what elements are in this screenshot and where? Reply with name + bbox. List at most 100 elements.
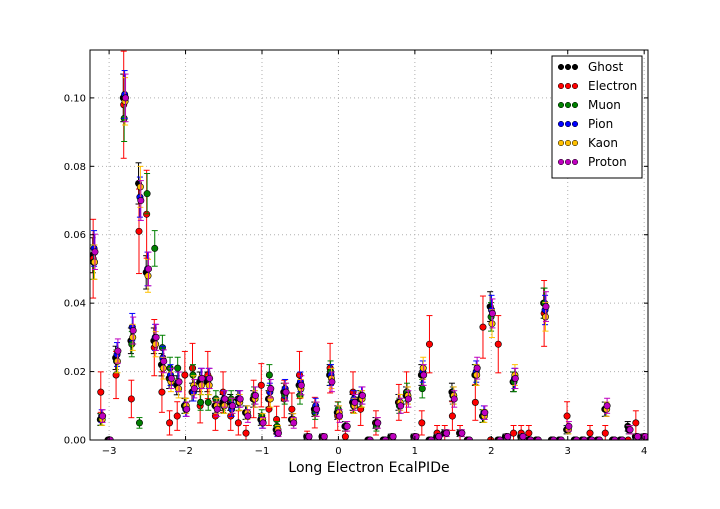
legend-label: Pion: [588, 117, 613, 131]
data-point: [565, 422, 573, 430]
y-tick-label: 0.00: [64, 436, 86, 447]
data-point: [122, 94, 130, 102]
data-point: [418, 419, 426, 427]
data-point: [166, 419, 174, 427]
legend-marker: [564, 63, 572, 71]
legend-marker: [564, 101, 572, 109]
y-tick-label: 0.02: [64, 367, 86, 378]
legend-marker: [557, 101, 565, 109]
data-point: [127, 395, 135, 403]
data-point: [510, 429, 518, 437]
data-point: [114, 347, 122, 355]
data-point: [443, 429, 451, 437]
data-point: [190, 385, 198, 393]
data-point: [343, 422, 351, 430]
legend-marker: [557, 139, 565, 147]
data-point: [473, 364, 481, 372]
series-proton: [91, 73, 648, 440]
legend-entry-kaon: Kaon: [557, 136, 618, 150]
legend-label: Muon: [588, 98, 621, 112]
data-point: [320, 433, 328, 440]
data-point: [144, 265, 152, 273]
data-point: [328, 378, 336, 386]
data-point: [586, 429, 594, 437]
data-point: [336, 412, 344, 420]
data-point: [471, 398, 479, 406]
data-point: [481, 409, 489, 417]
data-point: [152, 333, 160, 341]
data-point: [206, 374, 214, 382]
data-point: [183, 405, 191, 413]
data-point: [511, 374, 519, 382]
data-point: [351, 398, 359, 406]
data-point: [504, 433, 512, 440]
legend-marker: [564, 139, 572, 147]
data-point: [244, 412, 252, 420]
x-tick-label: 3: [565, 446, 571, 457]
data-point: [397, 402, 405, 410]
data-point: [435, 433, 443, 440]
data-point: [175, 378, 183, 386]
data-point: [274, 429, 282, 437]
x-tick-label: 0: [335, 446, 341, 457]
data-point: [290, 419, 298, 427]
data-point: [174, 364, 182, 372]
data-point: [519, 433, 527, 440]
data-point: [198, 374, 206, 382]
data-point: [601, 429, 609, 437]
data-point: [603, 402, 611, 410]
x-tick-label: 2: [488, 446, 494, 457]
ticks-layer: −3 −2 −1 0 1 2 3 4 0.00 0.02 0.04 0.06 0.08 0.10: [64, 50, 648, 457]
legend-marker: [571, 158, 579, 166]
legend-entry-muon: Muon: [557, 98, 621, 112]
data-point: [305, 433, 313, 440]
legend-label: Ghost: [588, 60, 623, 74]
legend-marker: [557, 82, 565, 90]
legend-marker: [571, 120, 579, 128]
data-point: [479, 323, 487, 331]
data-point: [151, 244, 159, 252]
data-point: [404, 395, 412, 403]
data-point: [425, 340, 433, 348]
data-point: [634, 433, 642, 440]
data-point: [341, 433, 349, 440]
data-point: [135, 419, 143, 427]
data-point: [525, 429, 533, 437]
data-point: [563, 412, 571, 420]
data-point: [167, 374, 175, 382]
x-tick-label: −1: [255, 446, 270, 457]
legend-label: Kaon: [588, 136, 618, 150]
legend-entry-pion: Pion: [557, 117, 613, 131]
legend: Ghost Electron Muon Pion Kaon Proton: [551, 55, 643, 179]
data-point: [234, 419, 242, 427]
legend-marker: [571, 63, 579, 71]
legend-marker: [564, 82, 572, 90]
data-point: [288, 405, 296, 413]
data-point: [359, 392, 367, 400]
data-point: [374, 419, 382, 427]
legend-marker: [557, 158, 565, 166]
legend-entry-proton: Proton: [557, 155, 627, 169]
plot-frame: [89, 49, 649, 441]
data-point: [229, 402, 237, 410]
data-point: [418, 385, 426, 393]
data-point: [221, 395, 229, 403]
data-point: [448, 412, 456, 420]
legend-marker: [571, 139, 579, 147]
data-point: [420, 371, 428, 379]
data-point: [494, 340, 502, 348]
y-tick-label: 0.06: [64, 230, 86, 241]
data-point: [173, 412, 181, 420]
data-point: [227, 395, 235, 403]
legend-entry-electron: Electron: [557, 79, 637, 93]
data-point: [135, 227, 143, 235]
data-point: [181, 371, 189, 379]
data-point: [189, 371, 197, 379]
legend-label: Proton: [588, 155, 627, 169]
data-point: [143, 190, 151, 198]
data-point: [158, 388, 166, 396]
data-point: [99, 412, 107, 420]
data-point: [458, 429, 466, 437]
legend-marker: [564, 120, 572, 128]
